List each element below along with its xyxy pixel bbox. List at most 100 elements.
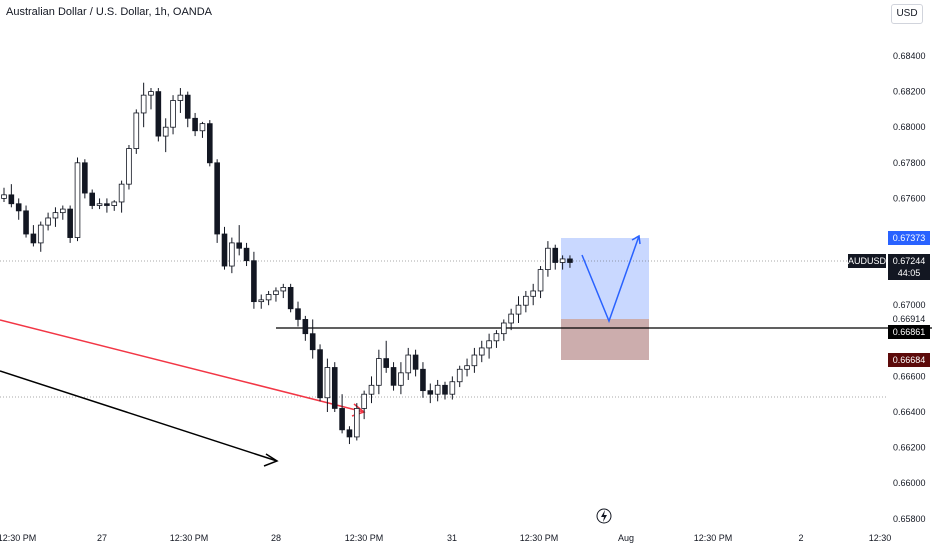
time-tick-label: 12:30 PM [520, 533, 559, 543]
symbol-tag [848, 254, 886, 268]
candle [206, 120, 213, 167]
candle [478, 340, 485, 363]
time-tick-label: 2 [798, 533, 803, 543]
candle [1, 187, 7, 202]
candle [199, 121, 206, 138]
candle [162, 118, 169, 153]
mid-price-label [888, 312, 930, 325]
price-tick-label: 0.65800 [893, 514, 926, 524]
price-tick-label: 0.68400 [893, 51, 926, 61]
candle [339, 394, 345, 434]
candle [273, 287, 279, 302]
candle [148, 88, 154, 110]
price-tick-label: 0.66000 [893, 478, 926, 488]
candle [324, 358, 331, 412]
candle [118, 180, 125, 213]
target-price-text: 0.67373 [893, 233, 926, 243]
projection-arrowhead [631, 234, 641, 245]
candle [346, 426, 353, 445]
price-labels: 0.67373 AUDUSD 0.67244 44:05 0.66914 0.6… [848, 231, 930, 367]
candle [104, 198, 110, 213]
candle [398, 362, 404, 395]
candle [67, 205, 73, 243]
price-tick-label: 0.67800 [893, 158, 926, 168]
candle [449, 376, 456, 400]
candle [508, 308, 514, 331]
candle [258, 294, 265, 309]
candle [471, 347, 478, 373]
entry-price-text: 0.66861 [893, 327, 926, 337]
candle [8, 184, 15, 208]
candle [89, 189, 96, 210]
price-tick-label: 0.68200 [893, 87, 926, 97]
candle [60, 205, 66, 220]
projection-path[interactable] [581, 235, 640, 324]
candle [456, 365, 463, 388]
candle [23, 205, 29, 238]
time-tick-label: 31 [447, 533, 457, 543]
currency-button[interactable]: USD [891, 4, 923, 24]
countdown-text: 44:05 [898, 268, 921, 278]
time-tick-label: 12:30 [869, 533, 892, 543]
candle [126, 145, 132, 190]
candle [251, 251, 257, 309]
target-zone[interactable] [561, 238, 649, 319]
stop-zone[interactable] [561, 319, 649, 360]
candle [317, 344, 323, 402]
candle [383, 340, 389, 373]
candle [295, 301, 301, 327]
time-tick-label: 12:30 PM [0, 533, 36, 543]
candle [376, 349, 382, 395]
price-tick-label: 0.67000 [893, 300, 926, 310]
candle [537, 266, 544, 299]
candle [405, 347, 412, 380]
stop-price-label [888, 353, 930, 367]
candle [184, 91, 191, 128]
time-tick-label: 27 [97, 533, 107, 543]
candle [30, 225, 37, 247]
price-tick-label: 0.66600 [893, 371, 926, 381]
time-tick-label: 12:30 PM [345, 533, 384, 543]
candle [236, 225, 243, 256]
stop-price-text: 0.66684 [893, 355, 926, 365]
candlestick-series [1, 82, 573, 445]
time-axis[interactable]: 12:30 PM 27 12:30 PM 28 12:30 PM 31 12:30 PM Au… [0, 533, 891, 543]
candle [140, 82, 147, 128]
black-trend-arrow[interactable] [0, 370, 278, 462]
last-price-label [888, 254, 930, 280]
candle [155, 88, 162, 142]
price-tick-label: 0.66400 [893, 407, 926, 417]
candle [515, 296, 522, 323]
candle [133, 109, 140, 154]
candle [486, 333, 492, 359]
candle [353, 403, 360, 441]
candle [111, 200, 118, 211]
candle [192, 112, 198, 137]
candle [552, 244, 559, 270]
price-axis[interactable]: 0.68400 0.68200 0.68000 0.67800 0.67600 0.670… [893, 51, 926, 524]
lightning-icon[interactable] [596, 508, 612, 524]
candle [530, 283, 536, 306]
candle [331, 362, 338, 412]
red-trendline[interactable] [0, 319, 365, 413]
candle [545, 241, 551, 277]
candle [82, 159, 88, 199]
candle [361, 390, 367, 420]
entry-price-label [888, 325, 930, 339]
candle [170, 95, 176, 135]
candle [302, 315, 309, 341]
candle [287, 283, 294, 313]
candle [52, 207, 59, 227]
candle [221, 226, 228, 270]
time-tick-label: 12:30 PM [170, 533, 209, 543]
price-tick-label: 0.66200 [893, 443, 926, 453]
candle [427, 383, 434, 404]
candle [434, 379, 441, 402]
candle [309, 319, 316, 359]
candle [500, 319, 507, 341]
candle [280, 283, 287, 299]
candle [559, 255, 566, 270]
last-price-text: 0.67244 [893, 256, 926, 266]
candle [464, 358, 470, 377]
